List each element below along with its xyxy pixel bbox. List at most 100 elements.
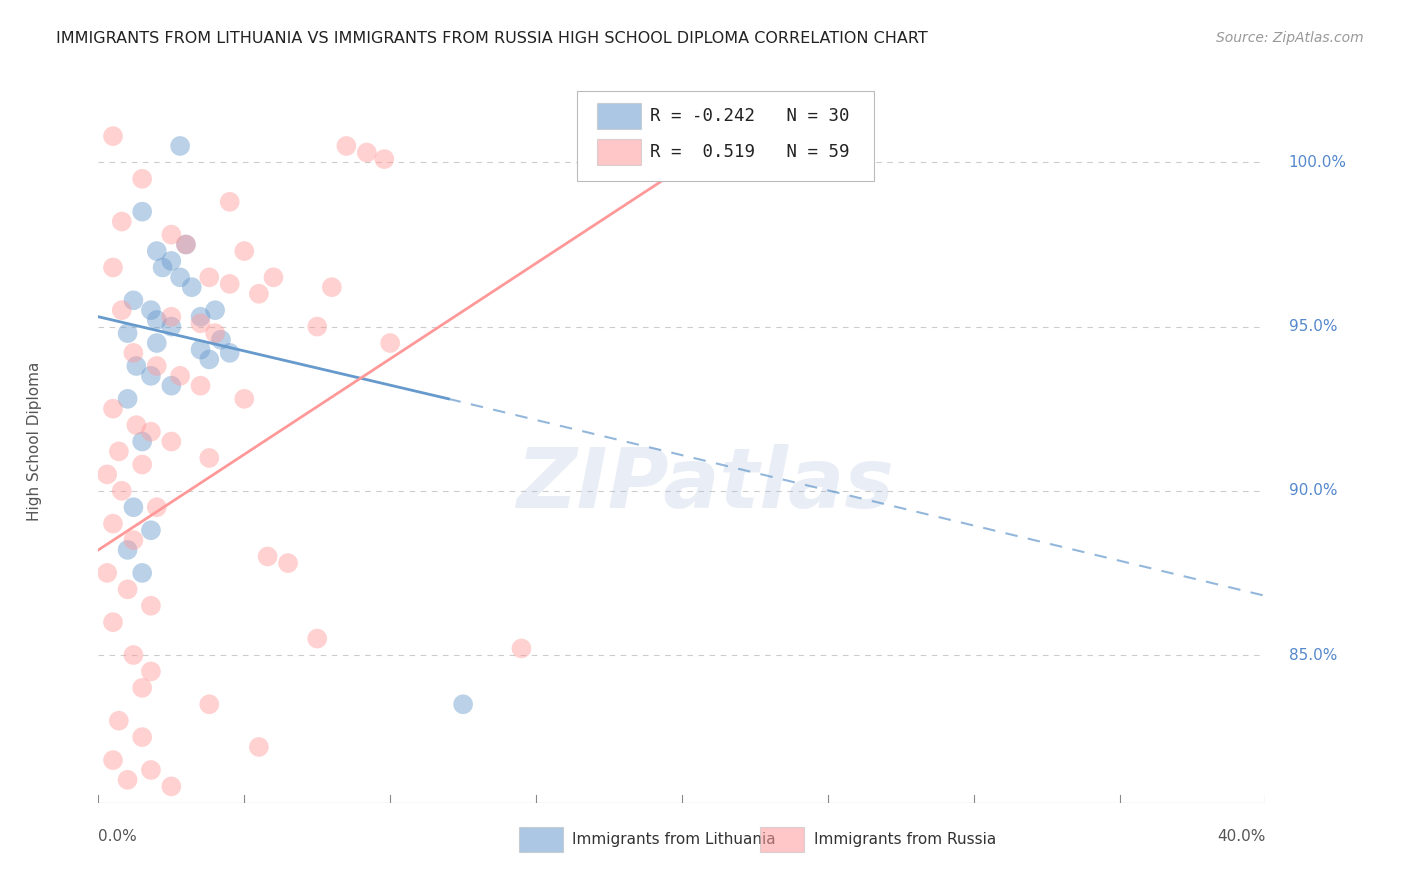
Point [117,543,139,558]
Point [277,556,299,570]
Point [101,753,124,767]
Text: R =  0.519   N = 59: R = 0.519 N = 59 [651,143,849,161]
Point [307,632,329,646]
Bar [596,103,641,128]
Point [122,533,145,547]
Bar [596,139,641,165]
Point [146,359,169,373]
Point [247,739,270,754]
Point [233,392,256,406]
Point [117,772,139,787]
Point [111,483,134,498]
Point [131,458,153,472]
Point [117,582,139,597]
Bar [761,828,804,852]
Point [108,714,131,728]
Point [111,214,134,228]
Point [335,139,357,153]
Point [101,401,124,416]
Point [146,313,169,327]
Point [122,346,145,360]
Point [356,145,378,160]
Text: 40.0%: 40.0% [1218,829,1265,844]
Point [152,260,174,275]
Point [101,615,124,630]
Text: Immigrants from Lithuania: Immigrants from Lithuania [572,832,776,847]
Point [101,129,124,144]
Point [174,237,197,252]
Point [131,204,153,219]
Point [125,359,148,373]
Point [190,316,212,330]
Point [209,333,232,347]
Point [263,270,285,285]
Point [256,549,278,564]
Point [160,254,183,268]
Text: 95.0%: 95.0% [1289,319,1337,334]
Text: 0.0%: 0.0% [98,829,138,844]
Point [169,368,191,383]
Text: Immigrants from Russia: Immigrants from Russia [814,832,995,847]
Point [190,310,212,324]
Bar [519,828,562,852]
Point [122,293,145,308]
Point [160,434,183,449]
Text: 90.0%: 90.0% [1289,483,1337,499]
Point [380,336,402,351]
Point [117,326,139,341]
Point [198,698,221,712]
Point [146,500,169,515]
Point [321,280,343,294]
Point [125,418,148,433]
Point [174,237,197,252]
Point [139,763,162,777]
Text: 85.0%: 85.0% [1289,648,1337,663]
Point [101,516,124,531]
Point [108,444,131,458]
Point [139,523,162,537]
Text: Source: ZipAtlas.com: Source: ZipAtlas.com [1216,31,1364,45]
Point [131,730,153,744]
Point [131,434,153,449]
Point [510,641,533,656]
Point [218,194,240,209]
Point [190,343,212,357]
Point [204,303,226,318]
Text: High School Diploma: High School Diploma [27,362,42,521]
Point [218,346,240,360]
Point [146,336,169,351]
Point [160,780,183,794]
Point [117,392,139,406]
Text: IMMIGRANTS FROM LITHUANIA VS IMMIGRANTS FROM RUSSIA HIGH SCHOOL DIPLOMA CORRELAT: IMMIGRANTS FROM LITHUANIA VS IMMIGRANTS … [56,31,928,46]
Point [160,227,183,242]
Point [180,280,202,294]
Point [233,244,256,258]
Point [139,665,162,679]
Point [169,270,191,285]
Point [111,303,134,318]
Point [198,270,221,285]
Point [169,139,191,153]
Point [122,500,145,515]
Text: R = -0.242   N = 30: R = -0.242 N = 30 [651,107,849,125]
Point [218,277,240,291]
Point [307,319,329,334]
Point [131,566,153,580]
Point [198,450,221,465]
Point [204,326,226,341]
Point [139,599,162,613]
Point [139,368,162,383]
Point [160,378,183,392]
Point [160,319,183,334]
FancyBboxPatch shape [576,91,875,181]
Point [160,310,183,324]
Point [198,352,221,367]
Point [451,698,474,712]
Point [247,286,270,301]
Point [96,566,118,580]
Point [131,171,153,186]
Point [139,303,162,318]
Point [730,136,752,150]
Point [146,244,169,258]
Point [139,425,162,439]
